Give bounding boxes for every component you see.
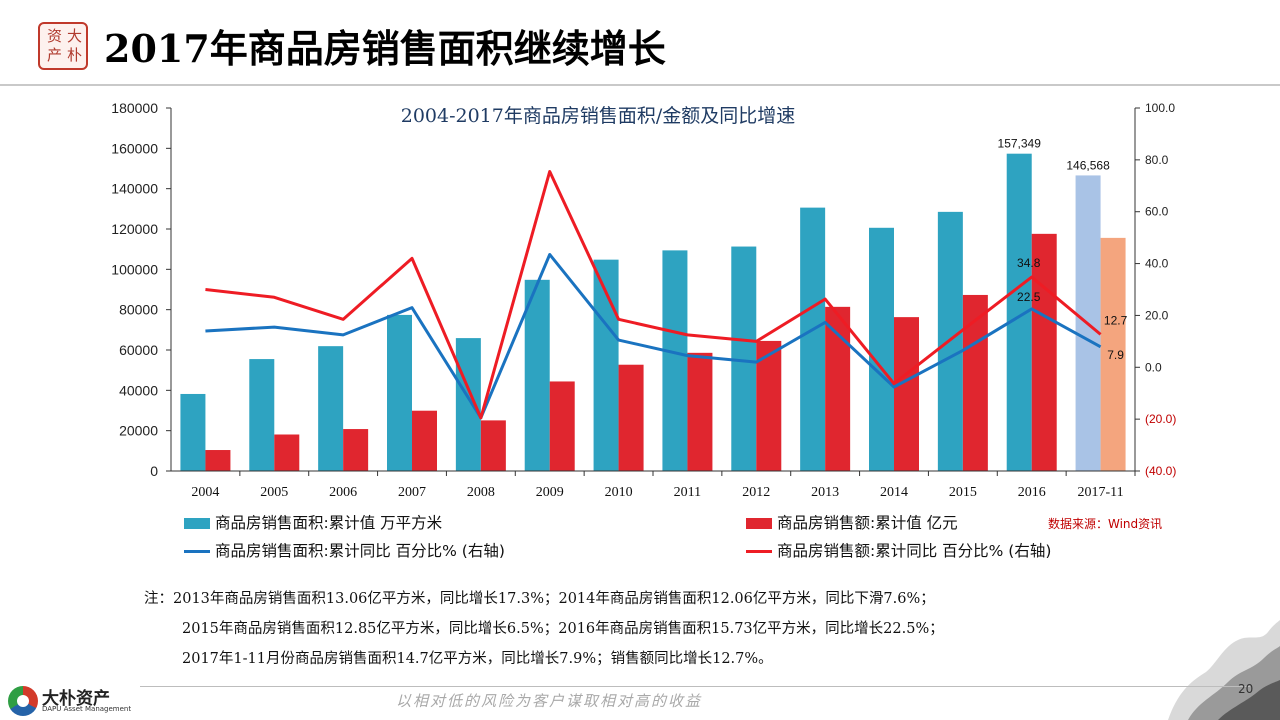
- brand-logo-icon: [8, 686, 38, 716]
- right-tick-label: 0.0: [1145, 360, 1162, 374]
- combo-chart: 2004-2017年商品房销售面积/金额及同比增速 0 20000 40000 600…: [111, 100, 1176, 500]
- ink-mountain-decoration: [1168, 620, 1280, 720]
- left-tick-label: 180000: [111, 100, 158, 116]
- legend-label: 商品房销售额:累计值 亿元: [777, 514, 958, 532]
- x-tick-label: 2005: [260, 485, 288, 500]
- x-tick-label: 2008: [467, 485, 495, 500]
- page-number: 20: [1238, 682, 1254, 696]
- bar-2006-s1: [343, 429, 369, 471]
- bar-2007-s1: [412, 410, 437, 471]
- data-source: 数据来源：Wind资讯: [1048, 517, 1163, 531]
- x-tick-label: 2007: [398, 485, 426, 500]
- bar-2005-s1: [274, 434, 300, 471]
- seal-char: 资: [47, 27, 63, 45]
- left-tick-label: 120000: [111, 221, 158, 237]
- seal-char: 朴: [67, 46, 83, 64]
- bar-data-label: 146,568: [1066, 158, 1110, 172]
- bar-2010-s1: [618, 364, 644, 471]
- bar-2016-s1: [1031, 233, 1057, 471]
- x-tick-label: 2004: [191, 485, 219, 500]
- footer-divider: [140, 686, 1250, 687]
- brand-english-name: DAPU Asset Management: [42, 705, 132, 713]
- note-line: 2017年1-11月份商品房销售面积14.7亿平方米，同比增长7.9%；销售额同…: [182, 651, 773, 667]
- left-tick-label: 20000: [119, 423, 158, 439]
- seal-char: 产: [47, 46, 63, 64]
- legend-item-area-line: 商品房销售面积:累计同比 百分比% (右轴): [184, 539, 505, 561]
- right-tick-label: 20.0: [1145, 308, 1169, 322]
- left-tick-label: 160000: [111, 140, 158, 156]
- legend-label: 商品房销售额:累计同比 百分比% (右轴): [777, 542, 1052, 560]
- bar-2008-s1: [480, 420, 506, 471]
- line-series-3: [205, 170, 1102, 420]
- x-tick-label: 2011: [674, 485, 701, 500]
- left-tick-label: 60000: [119, 342, 158, 358]
- x-tick-label: 2009: [536, 485, 564, 500]
- bar-2004-s0: [180, 393, 206, 471]
- bar-2004-s1: [205, 450, 231, 471]
- legend-label: 商品房销售面积:累计同比 百分比% (右轴): [215, 542, 505, 560]
- right-tick-label: 60.0: [1145, 205, 1169, 219]
- x-tick-label: 2015: [949, 485, 977, 500]
- x-tick-label: 2006: [329, 485, 357, 500]
- bar-2012-s1: [756, 340, 782, 471]
- right-tick-label: (20.0): [1145, 412, 1176, 426]
- footer-slogan: 以相对低的风险为客户谋取相对高的收益: [396, 692, 703, 710]
- bar-2009-s1: [549, 381, 575, 471]
- legend-item-area-bar: 商品房销售面积:累计值 万平方米: [184, 511, 442, 533]
- note-line: 注：2013年商品房销售面积13.06亿平方米，同比增长17.3%；2014年商…: [144, 591, 935, 607]
- line-data-label: 22.5: [1017, 290, 1041, 304]
- left-tick-label: 140000: [111, 181, 158, 197]
- bar-2008-s0: [455, 338, 481, 471]
- left-tick-label: 0: [150, 463, 158, 479]
- x-tick-label: 2013: [811, 485, 839, 500]
- legend-swatch: [184, 550, 210, 553]
- legend-item-amount-bar: 商品房销售额:累计值 亿元: [746, 511, 958, 533]
- bar-2014-s1: [894, 317, 919, 471]
- right-tick-label: 80.0: [1145, 153, 1169, 167]
- bar-2013-s0: [800, 207, 826, 471]
- bar-2005-s0: [249, 359, 275, 471]
- bar-2014-s0: [869, 227, 894, 471]
- line-data-label: 12.7: [1104, 313, 1128, 327]
- legend-swatch: [746, 550, 772, 553]
- right-tick-label: 100.0: [1145, 101, 1175, 115]
- notes: 注：2013年商品房销售面积13.06亿平方米，同比增长17.3%；2014年商…: [144, 584, 944, 674]
- legend-item-amount-line: 商品房销售额:累计同比 百分比% (右轴): [746, 539, 1051, 561]
- x-tick-label: 2010: [605, 485, 633, 500]
- legend-swatch: [746, 518, 772, 529]
- bar-2017-11-s1: [1100, 237, 1126, 471]
- right-tick-label: (40.0): [1145, 464, 1176, 478]
- title-divider: [0, 84, 1280, 86]
- seal-char: 大: [67, 27, 83, 45]
- chart-title: 2004-2017年商品房销售面积/金额及同比增速: [401, 105, 796, 127]
- x-tick-label: 2016: [1018, 485, 1046, 500]
- x-tick-label: 2017-11: [1077, 485, 1123, 500]
- bar-2015-s1: [962, 294, 988, 471]
- line-data-label: 7.9: [1107, 348, 1124, 362]
- bar-2009-s0: [524, 279, 550, 471]
- note-line: 2015年商品房销售面积12.85亿平方米，同比增长6.5%；2016年商品房销…: [182, 621, 944, 637]
- brand-name: 大朴资产: [42, 689, 110, 709]
- slide-title: 2017年商品房销售面积继续增长: [104, 26, 666, 71]
- legend-label: 商品房销售面积:累计值 万平方米: [215, 514, 443, 532]
- left-tick-label: 40000: [119, 382, 158, 398]
- x-tick-label: 2014: [880, 485, 908, 500]
- bar-2011-s1: [687, 352, 713, 471]
- bar-2006-s0: [318, 346, 344, 471]
- bar-2013-s1: [825, 306, 851, 471]
- seal-logo: 大 朴 资 产: [38, 22, 88, 70]
- bar-2007-s0: [387, 314, 412, 471]
- left-tick-label: 80000: [119, 302, 158, 318]
- legend-swatch: [184, 518, 210, 529]
- right-tick-label: 40.0: [1145, 257, 1169, 271]
- bar-2011-s0: [662, 250, 688, 471]
- left-tick-label: 100000: [111, 261, 158, 277]
- bar-data-label: 157,349: [998, 137, 1042, 151]
- line-series-2: [205, 252, 1102, 420]
- x-tick-label: 2012: [742, 485, 770, 500]
- line-data-label: 34.8: [1017, 256, 1041, 270]
